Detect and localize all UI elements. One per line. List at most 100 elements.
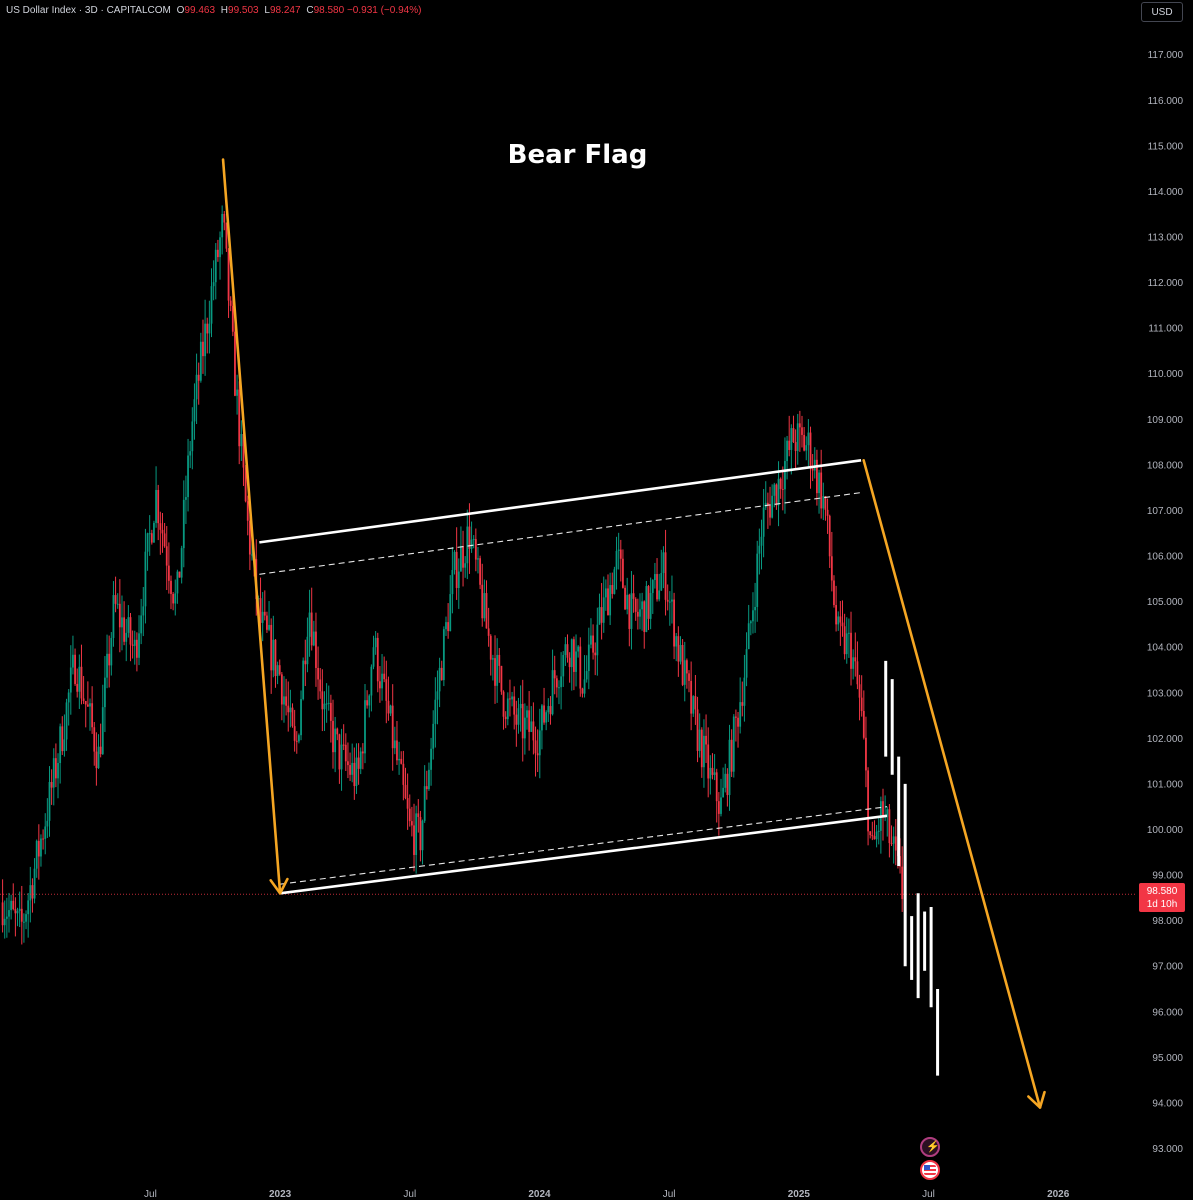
- candle-body: [306, 636, 309, 665]
- candle-body: [110, 637, 113, 666]
- candle-body: [852, 657, 855, 669]
- candle-body: [48, 781, 51, 821]
- candle-body: [854, 657, 857, 662]
- candle-body: [221, 213, 224, 238]
- candle-body: [300, 699, 302, 736]
- candle-body: [344, 744, 347, 762]
- candle-body: [816, 459, 818, 494]
- candle-body: [413, 825, 415, 855]
- candle-body: [185, 497, 187, 500]
- candle-body: [758, 545, 761, 554]
- candle-body: [730, 739, 733, 772]
- candle-body: [572, 639, 575, 672]
- candle-body: [238, 389, 241, 447]
- candle-body: [581, 688, 584, 694]
- candle-body: [23, 921, 25, 923]
- candle-body: [167, 565, 170, 581]
- candle-body: [1, 902, 4, 926]
- candle-body: [78, 666, 81, 692]
- candle-body: [272, 639, 275, 671]
- candle-body: [494, 658, 496, 686]
- candle-body: [660, 573, 663, 591]
- candle-body: [101, 707, 104, 755]
- x-tick-label: Jul: [403, 1189, 416, 1200]
- y-tick-label: 108.000: [1147, 460, 1184, 471]
- candle-body: [632, 593, 635, 599]
- candle-body: [692, 696, 695, 714]
- candle-body: [464, 563, 467, 568]
- candle-body: [229, 300, 232, 306]
- y-tick-label: 100.000: [1147, 825, 1184, 836]
- candle-body: [662, 552, 665, 574]
- candle-body: [741, 702, 744, 706]
- candle-body: [579, 646, 582, 689]
- candle-body: [385, 679, 388, 701]
- chart-title: Bear Flag: [507, 140, 648, 170]
- candle-body: [202, 341, 204, 357]
- candle-body: [585, 671, 588, 680]
- candle-body: [619, 549, 622, 559]
- candle-body: [131, 644, 134, 646]
- candle-body: [321, 691, 324, 710]
- candle-body: [553, 670, 556, 679]
- y-tick-label: 111.000: [1148, 324, 1183, 335]
- candle-body: [44, 826, 47, 839]
- candle-body: [52, 758, 55, 788]
- candle-body: [351, 762, 354, 775]
- candle-body: [886, 809, 889, 817]
- candle-body: [470, 539, 473, 549]
- candle-body: [720, 797, 722, 814]
- candle-body: [688, 673, 690, 681]
- candle-body: [656, 574, 658, 600]
- candle-body: [551, 670, 554, 715]
- y-tick-label: 116.000: [1148, 96, 1184, 107]
- time-axis[interactable]: Jul 2023 Jul 2024 Jul 2025 Jul 2026: [144, 1189, 1070, 1200]
- candle-body: [76, 683, 79, 692]
- candle-body: [481, 584, 484, 619]
- x-tick-label: 2023: [269, 1189, 292, 1200]
- candle-body: [773, 484, 776, 496]
- candle-body: [875, 831, 878, 840]
- flag-lower-dashed-line: [280, 806, 888, 885]
- candle-body: [732, 716, 735, 772]
- candle-body: [820, 472, 823, 509]
- candle-body: [59, 726, 62, 764]
- candle-body: [276, 665, 279, 677]
- symbol-title[interactable]: US Dollar Index · 3D · CAPITALCOM: [6, 5, 171, 16]
- candle-body: [457, 571, 460, 588]
- candle-body: [129, 617, 132, 645]
- candle-body: [259, 598, 262, 623]
- candle-body: [645, 586, 648, 632]
- high-label: H: [220, 5, 229, 16]
- candle-body: [153, 522, 155, 543]
- candle-body: [658, 590, 661, 600]
- candle-body: [270, 624, 273, 671]
- currency-selector[interactable]: USD: [1141, 2, 1183, 22]
- candle-body: [613, 569, 616, 594]
- candle-body: [894, 836, 897, 851]
- y-tick-label: 115.000: [1148, 141, 1184, 152]
- candle-body: [293, 726, 296, 741]
- candle-body: [80, 666, 83, 699]
- candle-body: [127, 617, 130, 633]
- candle-body: [626, 594, 629, 610]
- candle-body: [210, 286, 213, 324]
- candle-body: [304, 660, 307, 665]
- candle-body: [329, 702, 332, 721]
- candle-body: [366, 700, 369, 706]
- candle-body: [865, 737, 867, 771]
- candle-body: [138, 633, 140, 658]
- us-flag-icon[interactable]: [920, 1160, 940, 1180]
- candle-body: [487, 628, 490, 636]
- candle-body: [611, 585, 614, 594]
- candle-body: [694, 696, 697, 710]
- candle-body: [389, 705, 392, 714]
- price-axis[interactable]: 93.000 94.000 95.000 96.000 97.000 98.000 99.0…: [1147, 50, 1184, 1155]
- candle-body: [364, 700, 366, 754]
- candle-body: [566, 644, 569, 658]
- lightning-icon[interactable]: [920, 1137, 940, 1157]
- candle-body: [317, 667, 319, 680]
- candle-body: [27, 900, 30, 915]
- candle-body: [845, 633, 848, 655]
